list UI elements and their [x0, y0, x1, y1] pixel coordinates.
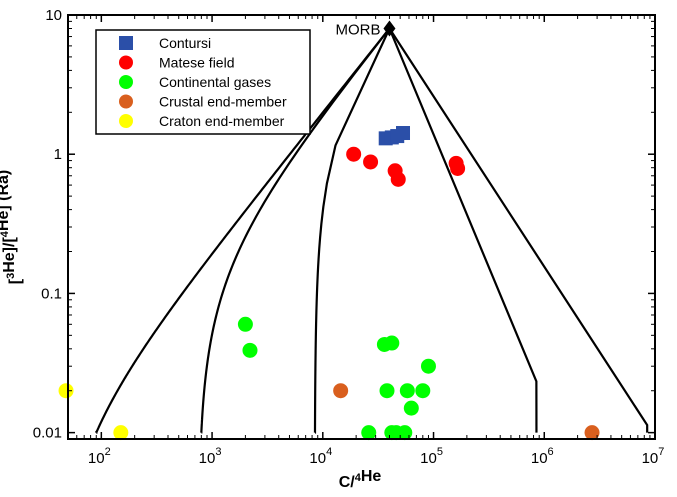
x-tick-label: 103: [199, 446, 222, 467]
data-point: [363, 154, 379, 170]
mixing-curve: [388, 27, 649, 433]
data-point: [113, 425, 129, 441]
x-tick-label: 105: [420, 446, 443, 467]
x-axis-title: C/4He: [339, 468, 382, 491]
legend-label: Crustal end-member: [159, 94, 287, 110]
mixing-curves: [95, 27, 649, 434]
legend-marker: [119, 55, 133, 70]
mixing-curve: [200, 27, 391, 434]
y-tick-label: 10: [45, 7, 62, 24]
y-tick-label: 0.01: [33, 425, 62, 442]
tick-labels: 102 103 104 105 106 107 0.01 0.1 1 10: [33, 7, 665, 467]
legend-label: Craton end-member: [159, 113, 285, 129]
data-point: [361, 425, 377, 441]
legend-item: Craton end-member: [119, 113, 285, 129]
data-point: [237, 316, 253, 332]
x-tick-label: 102: [88, 446, 111, 467]
legend-label: Contursi: [159, 35, 211, 51]
data-point: [396, 126, 411, 141]
data-point: [399, 383, 415, 399]
legend-marker: [119, 114, 133, 128]
legend-label: Continental gases: [159, 74, 271, 90]
y-tick-label: 0.1: [41, 285, 62, 302]
legend-marker: [119, 36, 133, 50]
data-point: [390, 171, 406, 187]
data-point: [397, 425, 413, 441]
mixing-curve: [388, 28, 538, 433]
legend-item: Continental gases: [119, 74, 271, 90]
data-point: [379, 383, 395, 399]
y-tick-label: 1: [54, 146, 62, 163]
morb-marker: [383, 20, 396, 37]
data-point: [242, 342, 258, 358]
x-tick-label: 106: [531, 446, 554, 467]
data-point: [346, 146, 362, 162]
x-tick-label: 104: [309, 446, 332, 467]
legend-marker: [119, 75, 133, 89]
data-point: [333, 383, 349, 399]
legend-label: Matese field: [159, 55, 234, 71]
legend-item: Contursi: [119, 35, 211, 51]
mixing-curve: [313, 28, 391, 434]
data-point: [450, 160, 466, 176]
axis-ticks: [68, 14, 656, 440]
data-point: [403, 400, 419, 416]
y-axis-title: [3He]/[4He] (Ra): [0, 170, 24, 284]
data-point: [420, 358, 436, 374]
data-point: [415, 383, 431, 399]
legend: Contursi Matese field Continental gases Cru…: [95, 29, 311, 135]
x-tick-label: 107: [642, 446, 665, 467]
data-point: [384, 335, 400, 351]
legend-item: Matese field: [119, 55, 234, 71]
data-points: [58, 126, 600, 441]
legend-item: Crustal end-member: [119, 94, 287, 110]
data-point: [584, 425, 600, 441]
data-point: [58, 383, 74, 399]
mixing-curve: [95, 27, 391, 434]
morb-label: MORB: [335, 21, 380, 38]
legend-marker: [119, 94, 133, 109]
